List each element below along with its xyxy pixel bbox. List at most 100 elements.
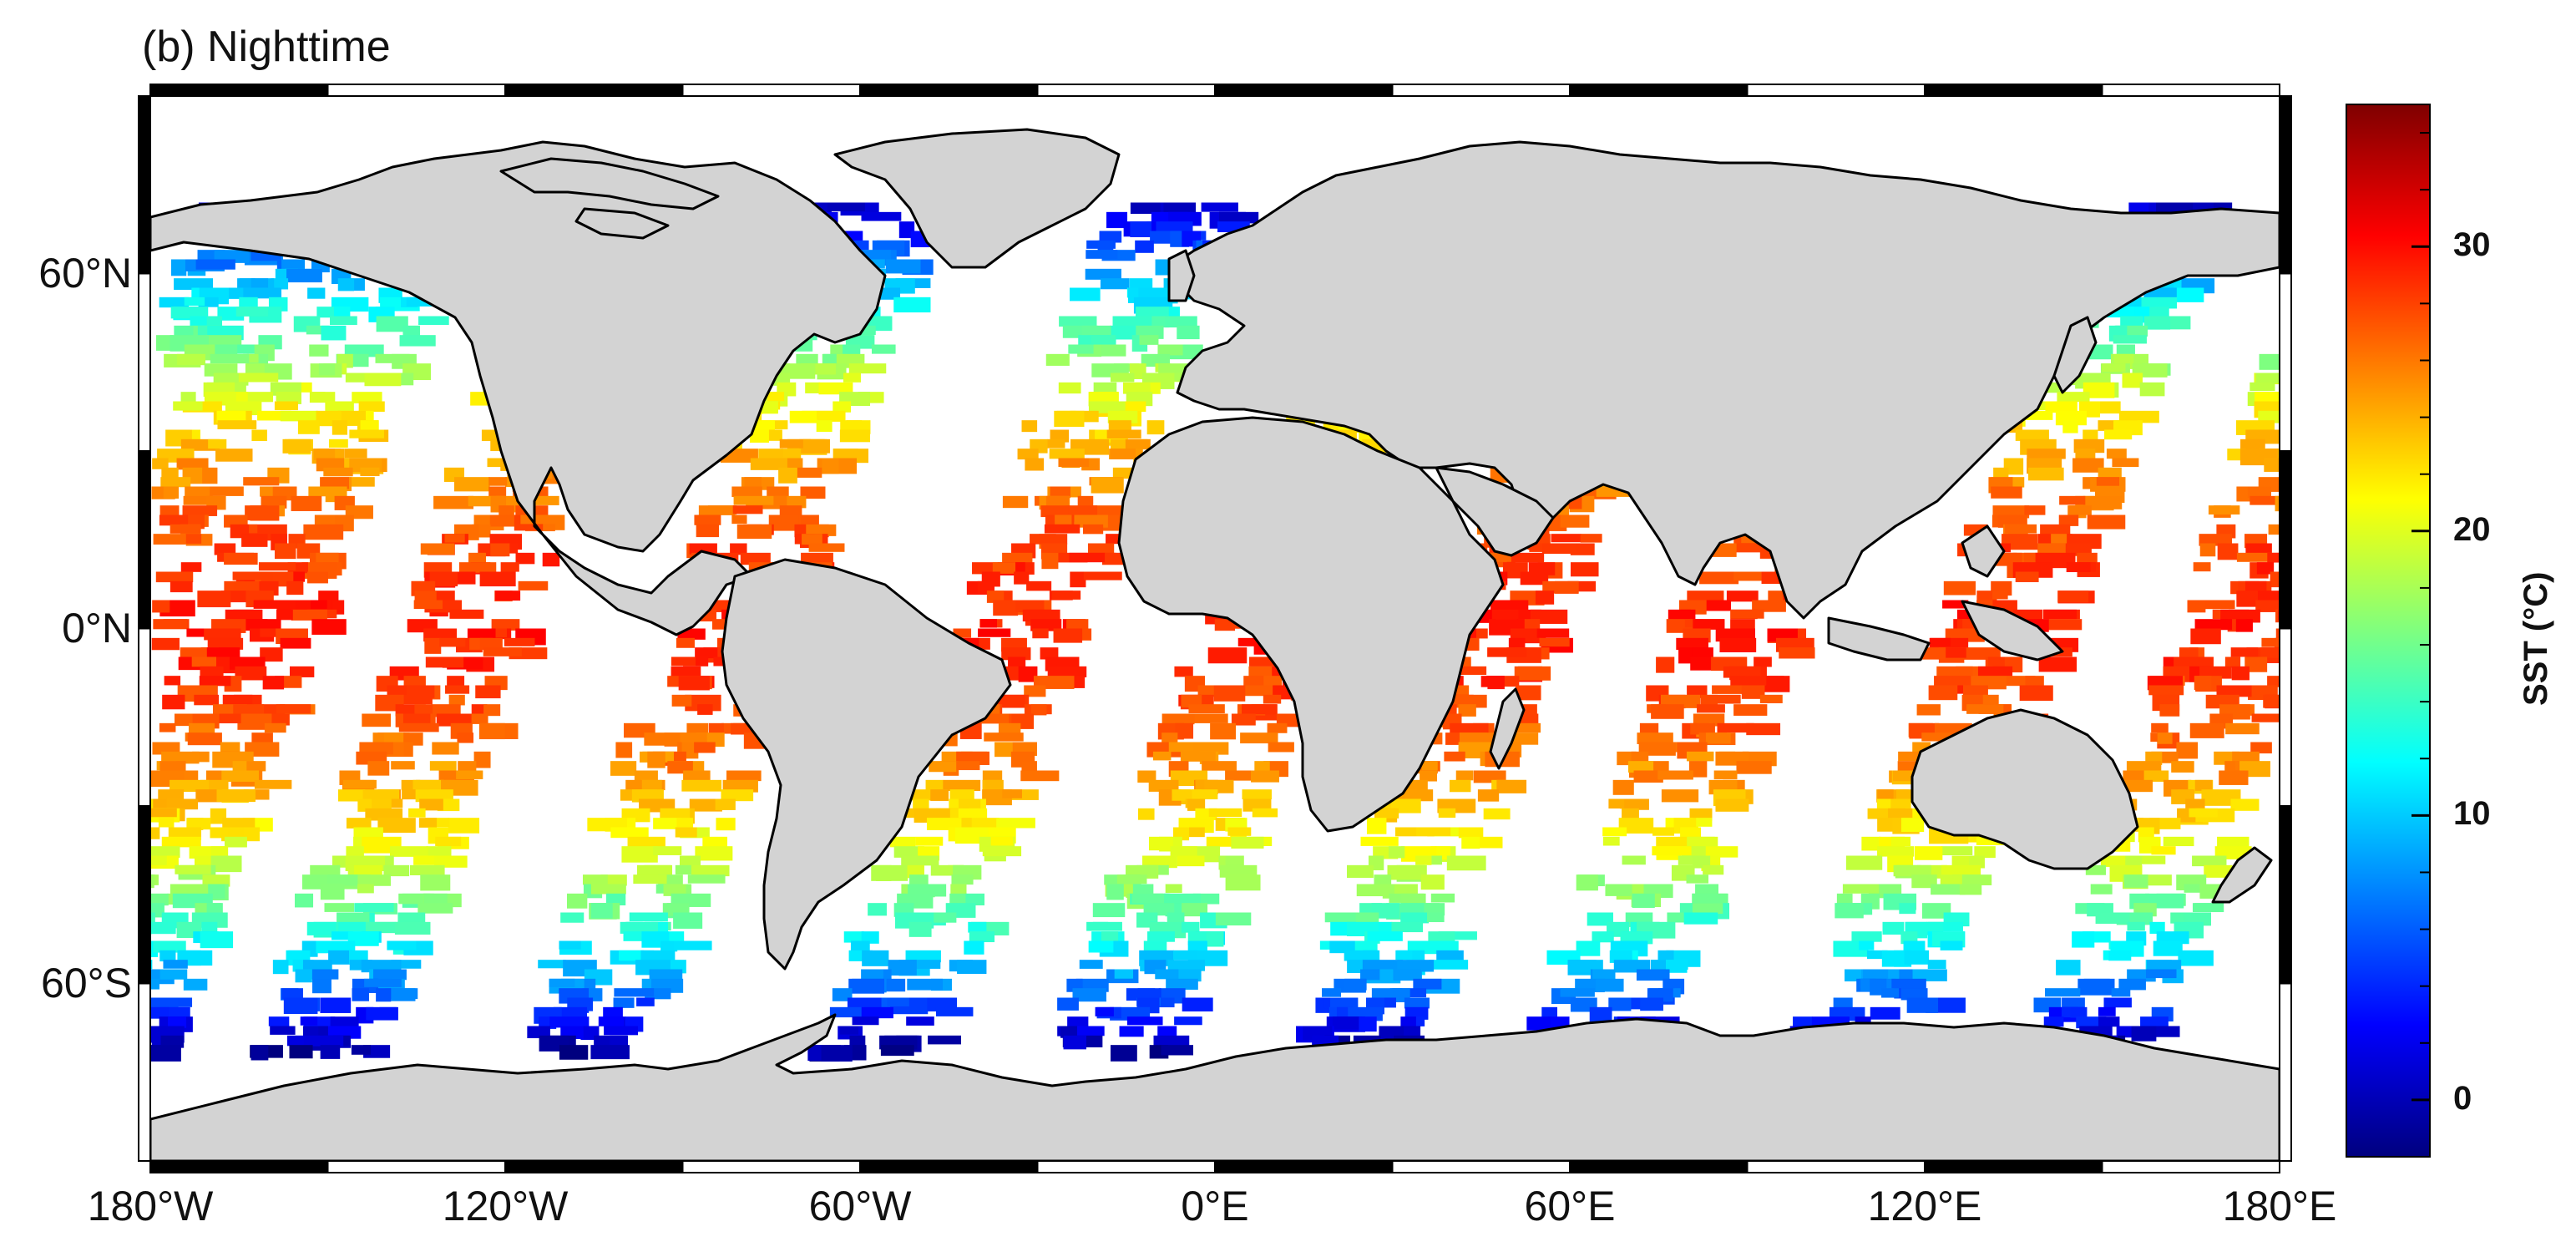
sst-pixel [2103, 997, 2132, 1008]
sst-pixel [2264, 458, 2280, 472]
sst-pixel [977, 580, 995, 594]
sst-pixel [527, 1026, 550, 1039]
sst-pixel [1166, 978, 1198, 990]
sst-pixel [2245, 580, 2267, 594]
frame-bar [138, 627, 151, 807]
sst-pixel [302, 960, 332, 971]
sst-pixel [1618, 818, 1654, 834]
sst-pixel [89, 922, 125, 936]
sst-pixel [817, 410, 846, 422]
sst-pixel [184, 297, 205, 307]
sst-pixel [1668, 609, 1691, 621]
sst-pixel [432, 742, 459, 755]
sst-pixel [1712, 694, 1741, 704]
sst-pixel [1612, 779, 1634, 795]
frame-bar [2101, 1160, 2280, 1173]
sst-pixel [195, 259, 235, 270]
sst-pixel [518, 580, 549, 590]
sst-pixel [560, 912, 585, 923]
frame-bar [1214, 84, 1394, 97]
sst-pixel [150, 798, 154, 809]
sst-pixel [2065, 543, 2092, 555]
sst-pixel [2070, 1006, 2088, 1018]
sst-pixel [871, 344, 896, 354]
sst-pixel [383, 864, 410, 877]
sst-pixel [2108, 950, 2132, 961]
sst-pixel [1397, 960, 1435, 972]
sst-pixel [207, 637, 244, 650]
sst-pixel [1700, 694, 1718, 707]
sst-pixel [2072, 458, 2104, 473]
sst-pixel [418, 818, 438, 828]
sst-pixel [150, 1045, 181, 1062]
sst-pixel [2125, 855, 2143, 868]
sst-pixel [310, 600, 327, 610]
sst-pixel [150, 827, 160, 839]
sst-pixel [1347, 960, 1364, 973]
sst-pixel [221, 770, 259, 782]
sst-pixel [1692, 893, 1728, 906]
sst-pixel [282, 438, 311, 454]
sst-pixel [2098, 467, 2122, 478]
sst-pixel [150, 960, 153, 970]
panel-title: (b) Nighttime [142, 23, 391, 71]
sst-pixel [2129, 855, 2166, 864]
sst-pixel [1589, 1006, 1612, 1024]
sst-pixel [1095, 1006, 1114, 1016]
sst-pixel [161, 836, 201, 848]
land-layer [150, 128, 2280, 1161]
sst-pixel [2232, 751, 2260, 762]
sst-pixel [1161, 732, 1178, 744]
sst-pixel [1449, 779, 1471, 793]
sst-pixel [1508, 637, 1526, 648]
sst-pixel [1845, 855, 1883, 870]
sst-pixel [274, 543, 296, 560]
sst-pixel [1987, 656, 2005, 670]
sst-pixel [313, 449, 336, 461]
sst-pixel [2151, 722, 2169, 733]
sst-pixel [1069, 287, 1101, 302]
sst-pixel [457, 732, 474, 743]
sst-pixel [232, 761, 255, 771]
sst-pixel [2019, 685, 2053, 702]
frame-bar [859, 1160, 1039, 1173]
sst-pixel [939, 761, 980, 771]
sst-pixel [174, 278, 214, 290]
sst-pixel [1050, 429, 1070, 443]
sst-pixel [170, 307, 208, 319]
sst-pixel [204, 628, 241, 641]
lon-tick-label: 0°E [1181, 1183, 1249, 1229]
sst-pixel [152, 600, 170, 613]
sst-pixel [1050, 486, 1070, 499]
sst-pixel [208, 438, 227, 449]
sst-pixel [170, 580, 193, 593]
sst-pixel [1324, 912, 1356, 923]
sst-pixel [1135, 240, 1154, 253]
sst-pixel [408, 808, 426, 818]
sst-pixel [2078, 978, 2115, 996]
sst-pixel [951, 874, 974, 885]
sst-pixel [186, 818, 211, 830]
sst-pixel [1055, 514, 1072, 525]
sst-pixel [409, 864, 445, 875]
sst-pixel [1045, 353, 1070, 366]
sst-pixel [1187, 798, 1206, 811]
sst-pixel [2123, 874, 2148, 888]
sst-pixel [1430, 893, 1455, 903]
sst-pixel [681, 779, 722, 792]
sst-pixel [1891, 978, 1926, 991]
sst-pixel [415, 789, 453, 803]
sst-pixel [768, 514, 799, 531]
sst-pixel [1396, 950, 1413, 960]
sst-pixel [1867, 808, 1894, 819]
sst-pixel [1438, 931, 1477, 940]
sst-pixel [238, 373, 279, 383]
sst-pixel [2267, 676, 2280, 687]
sst-pixel [232, 571, 273, 580]
sst-pixel [978, 628, 1011, 637]
sst-pixel [1851, 931, 1882, 942]
sst-pixel [347, 931, 379, 946]
sst-pixel [280, 410, 318, 422]
madagascar [1489, 687, 1526, 770]
sst-pixel [613, 997, 635, 1008]
